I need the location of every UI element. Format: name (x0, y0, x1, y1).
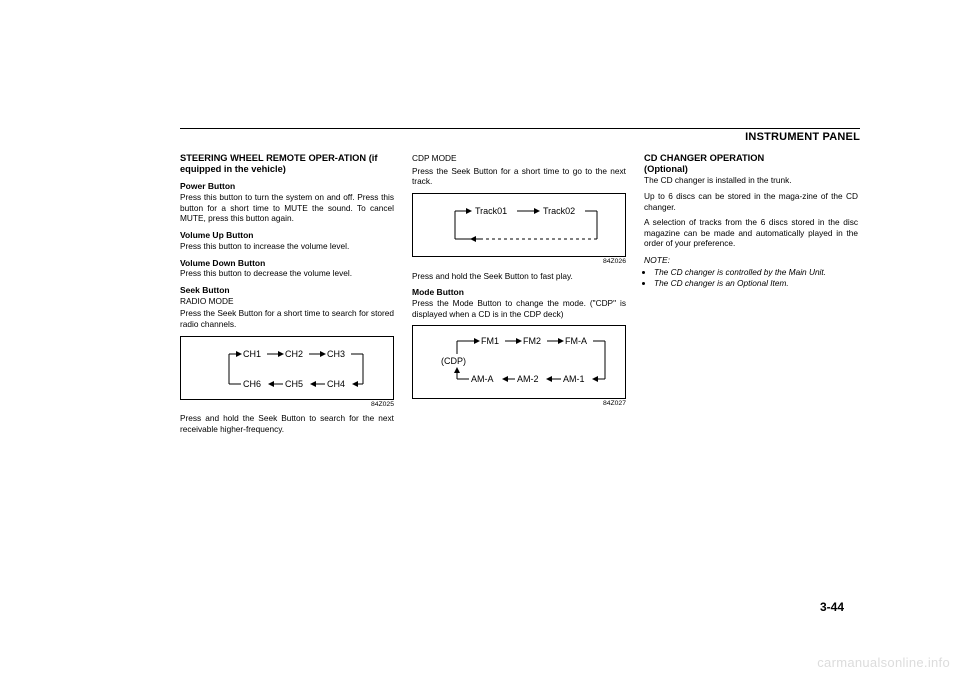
heading-cdchanger-line1: CD CHANGER OPERATION (644, 153, 764, 163)
para-voldn: Press this button to decrease the volume… (180, 268, 394, 279)
label-radio-mode: RADIO MODE (180, 296, 394, 307)
fm2: FM2 (523, 336, 541, 346)
track01: Track01 (475, 206, 507, 216)
page-number: 3-44 (820, 600, 844, 614)
para-cd2: Up to 6 discs can be stored in the maga-… (644, 191, 858, 212)
am1: AM-1 (563, 374, 585, 384)
ch3: CH3 (327, 349, 345, 359)
heading-cdchanger: CD CHANGER OPERATION (Optional) (644, 153, 858, 175)
para-cdp: Press the Seek Button for a short time t… (412, 166, 626, 187)
heading-seek: Seek Button (180, 285, 394, 296)
figure-ch-loop: CH1 CH2 CH3 CH6 CH5 CH4 (180, 336, 394, 400)
para-cd1: The CD changer is installed in the trunk… (644, 175, 858, 186)
heading-power: Power Button (180, 181, 394, 192)
ama: AM-A (471, 374, 494, 384)
ch5: CH5 (285, 379, 303, 389)
figcap-2: 84Z026 (412, 258, 626, 267)
heading-volup: Volume Up Button (180, 230, 394, 241)
note-item-1: The CD changer is controlled by the Main… (654, 267, 858, 278)
ch6: CH6 (243, 379, 261, 389)
para-volup: Press this button to increase the volume… (180, 241, 394, 252)
para-power: Press this button to turn the system on … (180, 192, 394, 224)
mode-loop-svg: FM1 FM2 FM-A (CDP) AM-A AM-2 AM-1 (413, 326, 625, 396)
track-loop-svg: Track01 Track02 (413, 194, 625, 254)
para-radio: Press the Seek Button for a short time t… (180, 308, 394, 329)
heading-steering: STEERING WHEEL REMOTE OPER-ATION (if equ… (180, 153, 394, 175)
am2: AM-2 (517, 374, 539, 384)
heading-voldn: Volume Down Button (180, 258, 394, 269)
label-cdp-mode: CDP MODE (412, 153, 626, 164)
column-3: CD CHANGER OPERATION (Optional) The CD c… (644, 153, 858, 440)
note-list: The CD changer is controlled by the Main… (644, 267, 858, 289)
heading-cdchanger-line2: (Optional) (644, 164, 688, 174)
cdp: (CDP) (441, 356, 466, 366)
figure-mode-loop: FM1 FM2 FM-A (CDP) AM-A AM-2 AM-1 (412, 325, 626, 399)
ch-loop-svg: CH1 CH2 CH3 CH6 CH5 CH4 (181, 337, 393, 397)
columns: STEERING WHEEL REMOTE OPER-ATION (if equ… (180, 153, 860, 440)
para-fast: Press and hold the Seek Button to fast p… (412, 271, 626, 282)
figcap-3: 84Z027 (412, 400, 626, 409)
ch2: CH2 (285, 349, 303, 359)
section-title: INSTRUMENT PANEL (180, 131, 860, 143)
track02: Track02 (543, 206, 575, 216)
ch1: CH1 (243, 349, 261, 359)
column-2: CDP MODE Press the Seek Button for a sho… (412, 153, 626, 440)
heading-mode: Mode Button (412, 287, 626, 298)
manual-page: INSTRUMENT PANEL STEERING WHEEL REMOTE O… (180, 128, 860, 440)
note-item-2: The CD changer is an Optional Item. (654, 278, 858, 289)
fm1: FM1 (481, 336, 499, 346)
para-cd3: A selection of tracks from the 6 discs s… (644, 217, 858, 249)
para-mode: Press the Mode Button to change the mode… (412, 298, 626, 319)
watermark: carmanualsonline.info (817, 655, 950, 670)
column-1: STEERING WHEEL REMOTE OPER-ATION (if equ… (180, 153, 394, 440)
ch4: CH4 (327, 379, 345, 389)
note-label: NOTE: (644, 255, 858, 266)
fma: FM-A (565, 336, 587, 346)
figure-track-loop: Track01 Track02 (412, 193, 626, 257)
header-rule (180, 128, 860, 129)
para-after-fig1: Press and hold the Seek Button to search… (180, 413, 394, 434)
figcap-1: 84Z025 (180, 401, 394, 410)
